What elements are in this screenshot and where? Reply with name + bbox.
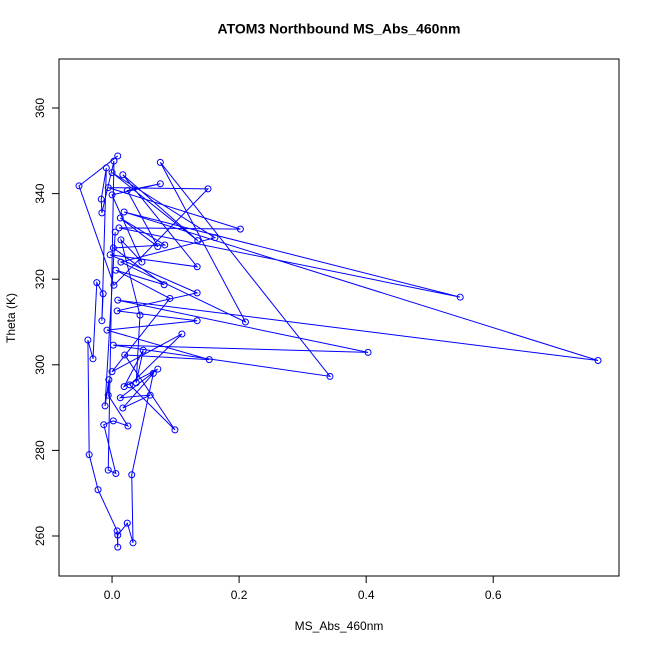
data-point xyxy=(114,296,122,304)
data-point xyxy=(109,244,117,252)
data-point xyxy=(108,368,116,376)
y-tick-label: 360 xyxy=(33,98,47,118)
data-point xyxy=(194,237,202,245)
data-point xyxy=(138,258,146,266)
data-point xyxy=(109,341,117,349)
y-tick-label: 340 xyxy=(33,183,47,203)
x-tick-label: 0.0 xyxy=(104,588,121,602)
data-point xyxy=(211,234,219,242)
x-tick-label: 0.6 xyxy=(485,588,502,602)
y-tick-label: 260 xyxy=(33,526,47,546)
data-point xyxy=(156,158,164,166)
data-point xyxy=(241,318,249,326)
data-point xyxy=(178,330,186,338)
data-point xyxy=(101,402,109,410)
data-point xyxy=(132,379,140,387)
data-point xyxy=(119,171,127,179)
plot-frame xyxy=(58,58,620,577)
data-point xyxy=(193,317,201,325)
data-point xyxy=(154,243,162,251)
data-point xyxy=(114,531,122,539)
data-point xyxy=(154,365,162,373)
data-point xyxy=(123,187,131,195)
x-tick-label: 0.2 xyxy=(231,588,248,602)
data-point xyxy=(136,311,144,319)
data-point xyxy=(114,152,122,160)
data-point xyxy=(106,251,114,259)
data-point xyxy=(204,185,212,193)
data-point xyxy=(456,293,464,301)
data-point xyxy=(97,195,105,203)
data-point xyxy=(108,169,116,177)
data-point xyxy=(93,279,101,287)
y-axis-label: Theta (K) xyxy=(4,293,18,343)
data-point xyxy=(326,372,334,380)
data-point xyxy=(104,184,112,192)
data-point xyxy=(85,451,93,459)
data-point xyxy=(123,519,131,527)
data-point xyxy=(110,281,118,289)
data-point xyxy=(117,236,125,244)
data-point xyxy=(121,351,129,359)
data-point xyxy=(205,356,213,364)
data-point xyxy=(236,225,244,233)
y-tick-label: 320 xyxy=(33,269,47,289)
data-point xyxy=(120,208,128,216)
data-point xyxy=(128,471,136,479)
data-point xyxy=(94,486,102,494)
data-point xyxy=(105,376,113,384)
data-point xyxy=(110,157,118,165)
data-point xyxy=(364,348,372,356)
data-point xyxy=(146,391,154,399)
data-point xyxy=(171,426,179,434)
data-point xyxy=(117,258,125,266)
data-point xyxy=(156,180,164,188)
data-point xyxy=(89,355,97,363)
data-point xyxy=(113,307,121,315)
data-point xyxy=(114,543,122,551)
y-tick-label: 280 xyxy=(33,440,47,460)
data-point xyxy=(112,469,120,477)
data-point xyxy=(594,357,602,365)
data-point xyxy=(104,391,112,399)
data-point xyxy=(161,241,169,249)
data-point xyxy=(103,326,111,334)
data-point xyxy=(98,209,106,217)
data-point xyxy=(129,539,137,547)
chart-title: ATOM3 Northbound MS_Abs_460nm xyxy=(218,21,461,37)
data-point xyxy=(160,281,168,289)
x-tick-label: 0.4 xyxy=(358,588,375,602)
y-tick-label: 300 xyxy=(33,354,47,374)
series-line xyxy=(78,155,599,548)
data-point xyxy=(104,466,112,474)
data-point xyxy=(115,224,123,232)
data-point xyxy=(109,417,117,425)
data-point xyxy=(149,369,157,377)
data-point xyxy=(102,164,110,172)
data-point xyxy=(139,346,147,354)
data-point xyxy=(108,191,116,199)
data-point xyxy=(98,317,106,325)
data-point xyxy=(99,290,107,298)
data-point xyxy=(193,263,201,271)
data-point xyxy=(75,182,83,190)
data-point xyxy=(116,214,124,222)
data-point xyxy=(113,527,121,535)
data-point xyxy=(119,404,127,412)
data-point xyxy=(166,294,174,302)
data-point xyxy=(111,228,119,236)
data-point xyxy=(124,422,132,430)
data-point xyxy=(120,383,128,391)
data-point xyxy=(84,336,92,344)
data-point xyxy=(193,289,201,297)
x-axis-label: MS_Abs_460nm xyxy=(295,619,384,633)
data-point xyxy=(116,394,124,402)
data-point xyxy=(100,421,108,429)
data-point xyxy=(112,266,120,274)
